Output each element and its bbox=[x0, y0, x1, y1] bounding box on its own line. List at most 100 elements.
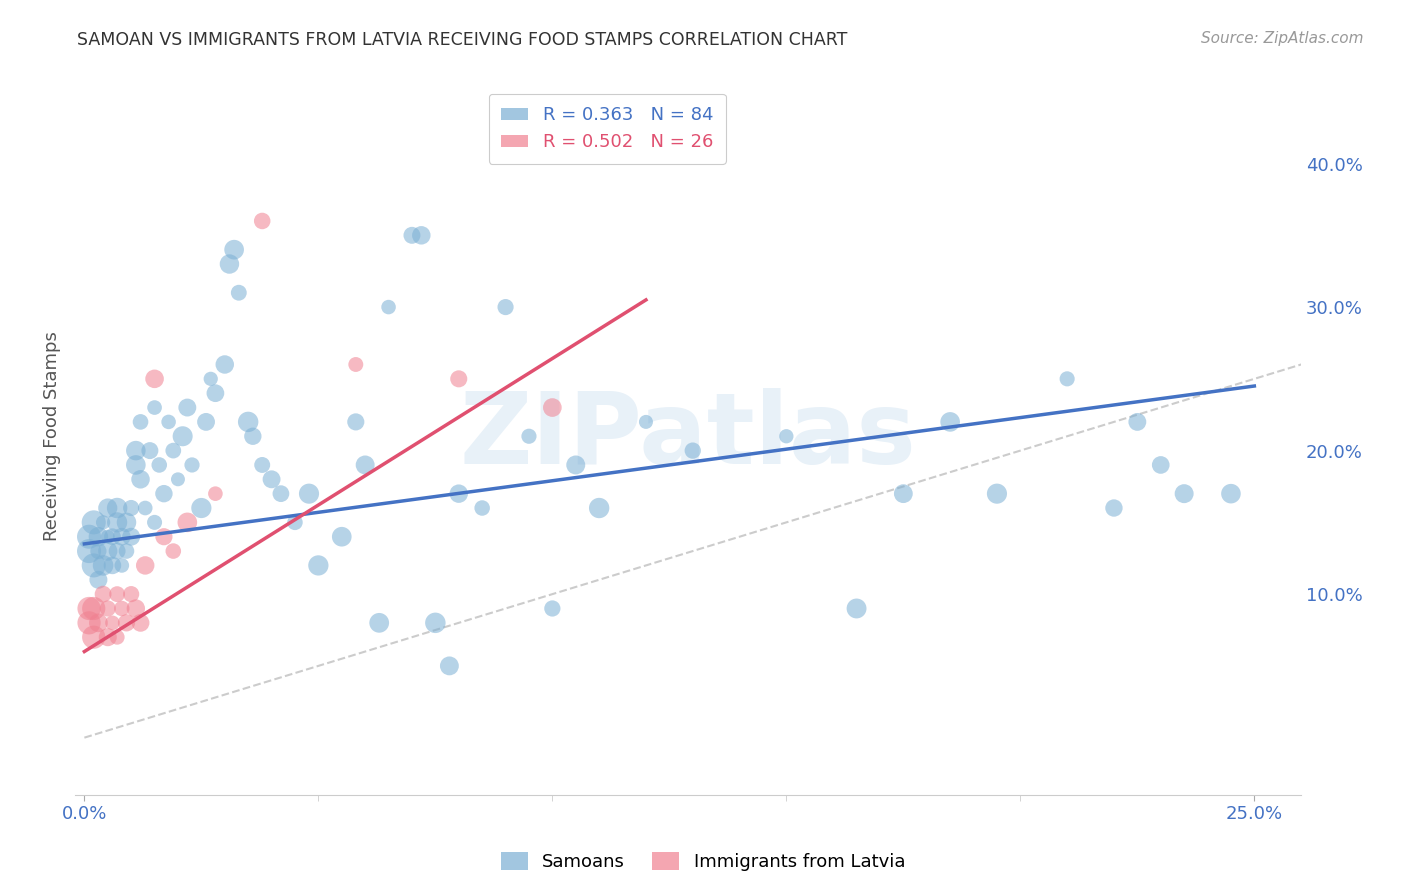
Point bbox=[167, 472, 190, 486]
Point bbox=[97, 544, 120, 558]
Point bbox=[195, 415, 218, 429]
Text: SAMOAN VS IMMIGRANTS FROM LATVIA RECEIVING FOOD STAMPS CORRELATION CHART: SAMOAN VS IMMIGRANTS FROM LATVIA RECEIVI… bbox=[77, 31, 848, 49]
Point bbox=[425, 615, 447, 630]
Point bbox=[83, 516, 105, 530]
Point bbox=[298, 486, 321, 500]
Point bbox=[190, 501, 212, 516]
Point bbox=[1173, 486, 1195, 500]
Point bbox=[125, 443, 148, 458]
Point bbox=[77, 601, 100, 615]
Point bbox=[986, 486, 1008, 500]
Point bbox=[153, 486, 176, 500]
Point bbox=[162, 443, 184, 458]
Legend: R = 0.363   N = 84, R = 0.502   N = 26: R = 0.363 N = 84, R = 0.502 N = 26 bbox=[489, 94, 725, 164]
Point bbox=[115, 516, 138, 530]
Point bbox=[87, 615, 110, 630]
Point bbox=[344, 358, 367, 372]
Y-axis label: Receiving Food Stamps: Receiving Food Stamps bbox=[44, 331, 60, 541]
Point bbox=[495, 300, 517, 314]
Point bbox=[224, 243, 246, 257]
Point bbox=[447, 486, 470, 500]
Point bbox=[1219, 486, 1241, 500]
Point bbox=[77, 530, 100, 544]
Point bbox=[368, 615, 391, 630]
Point bbox=[101, 558, 124, 573]
Point bbox=[134, 501, 156, 516]
Point bbox=[97, 501, 120, 516]
Point bbox=[83, 601, 105, 615]
Point bbox=[214, 358, 236, 372]
Point bbox=[775, 429, 797, 443]
Point bbox=[401, 228, 423, 243]
Point bbox=[565, 458, 588, 472]
Point bbox=[517, 429, 540, 443]
Point bbox=[439, 659, 461, 673]
Point bbox=[176, 401, 198, 415]
Point bbox=[143, 401, 166, 415]
Point bbox=[541, 401, 564, 415]
Point bbox=[845, 601, 868, 615]
Point bbox=[101, 615, 124, 630]
Point bbox=[143, 516, 166, 530]
Point bbox=[153, 530, 176, 544]
Point bbox=[250, 458, 273, 472]
Point bbox=[228, 285, 250, 300]
Point bbox=[111, 530, 134, 544]
Point bbox=[77, 615, 100, 630]
Point bbox=[330, 530, 353, 544]
Point bbox=[120, 501, 142, 516]
Point bbox=[143, 372, 166, 386]
Point bbox=[111, 558, 134, 573]
Point bbox=[172, 429, 194, 443]
Point bbox=[139, 443, 162, 458]
Text: ZIPatlas: ZIPatlas bbox=[460, 388, 917, 484]
Point bbox=[125, 601, 148, 615]
Point bbox=[105, 516, 128, 530]
Point bbox=[120, 530, 142, 544]
Point bbox=[260, 472, 283, 486]
Point bbox=[1056, 372, 1078, 386]
Point bbox=[162, 544, 184, 558]
Point bbox=[115, 615, 138, 630]
Point bbox=[129, 415, 152, 429]
Point bbox=[250, 214, 273, 228]
Point bbox=[377, 300, 399, 314]
Point bbox=[91, 516, 114, 530]
Point bbox=[447, 372, 470, 386]
Point bbox=[134, 558, 156, 573]
Point bbox=[101, 530, 124, 544]
Point bbox=[270, 486, 292, 500]
Point bbox=[181, 458, 204, 472]
Point bbox=[1102, 501, 1125, 516]
Point bbox=[97, 630, 120, 644]
Point bbox=[105, 501, 128, 516]
Point bbox=[83, 630, 105, 644]
Point bbox=[204, 386, 226, 401]
Legend: Samoans, Immigrants from Latvia: Samoans, Immigrants from Latvia bbox=[494, 845, 912, 879]
Point bbox=[588, 501, 610, 516]
Point bbox=[129, 472, 152, 486]
Point bbox=[105, 630, 128, 644]
Point bbox=[682, 443, 704, 458]
Point bbox=[204, 486, 226, 500]
Point bbox=[1126, 415, 1149, 429]
Text: Source: ZipAtlas.com: Source: ZipAtlas.com bbox=[1201, 31, 1364, 46]
Point bbox=[176, 516, 198, 530]
Point bbox=[354, 458, 377, 472]
Point bbox=[91, 558, 114, 573]
Point bbox=[541, 601, 564, 615]
Point bbox=[87, 573, 110, 587]
Point bbox=[471, 501, 494, 516]
Point bbox=[129, 615, 152, 630]
Point bbox=[77, 544, 100, 558]
Point bbox=[87, 544, 110, 558]
Point bbox=[125, 458, 148, 472]
Point bbox=[411, 228, 433, 243]
Point bbox=[111, 601, 134, 615]
Point bbox=[307, 558, 329, 573]
Point bbox=[939, 415, 962, 429]
Point bbox=[200, 372, 222, 386]
Point bbox=[242, 429, 264, 443]
Point bbox=[148, 458, 170, 472]
Point bbox=[284, 516, 307, 530]
